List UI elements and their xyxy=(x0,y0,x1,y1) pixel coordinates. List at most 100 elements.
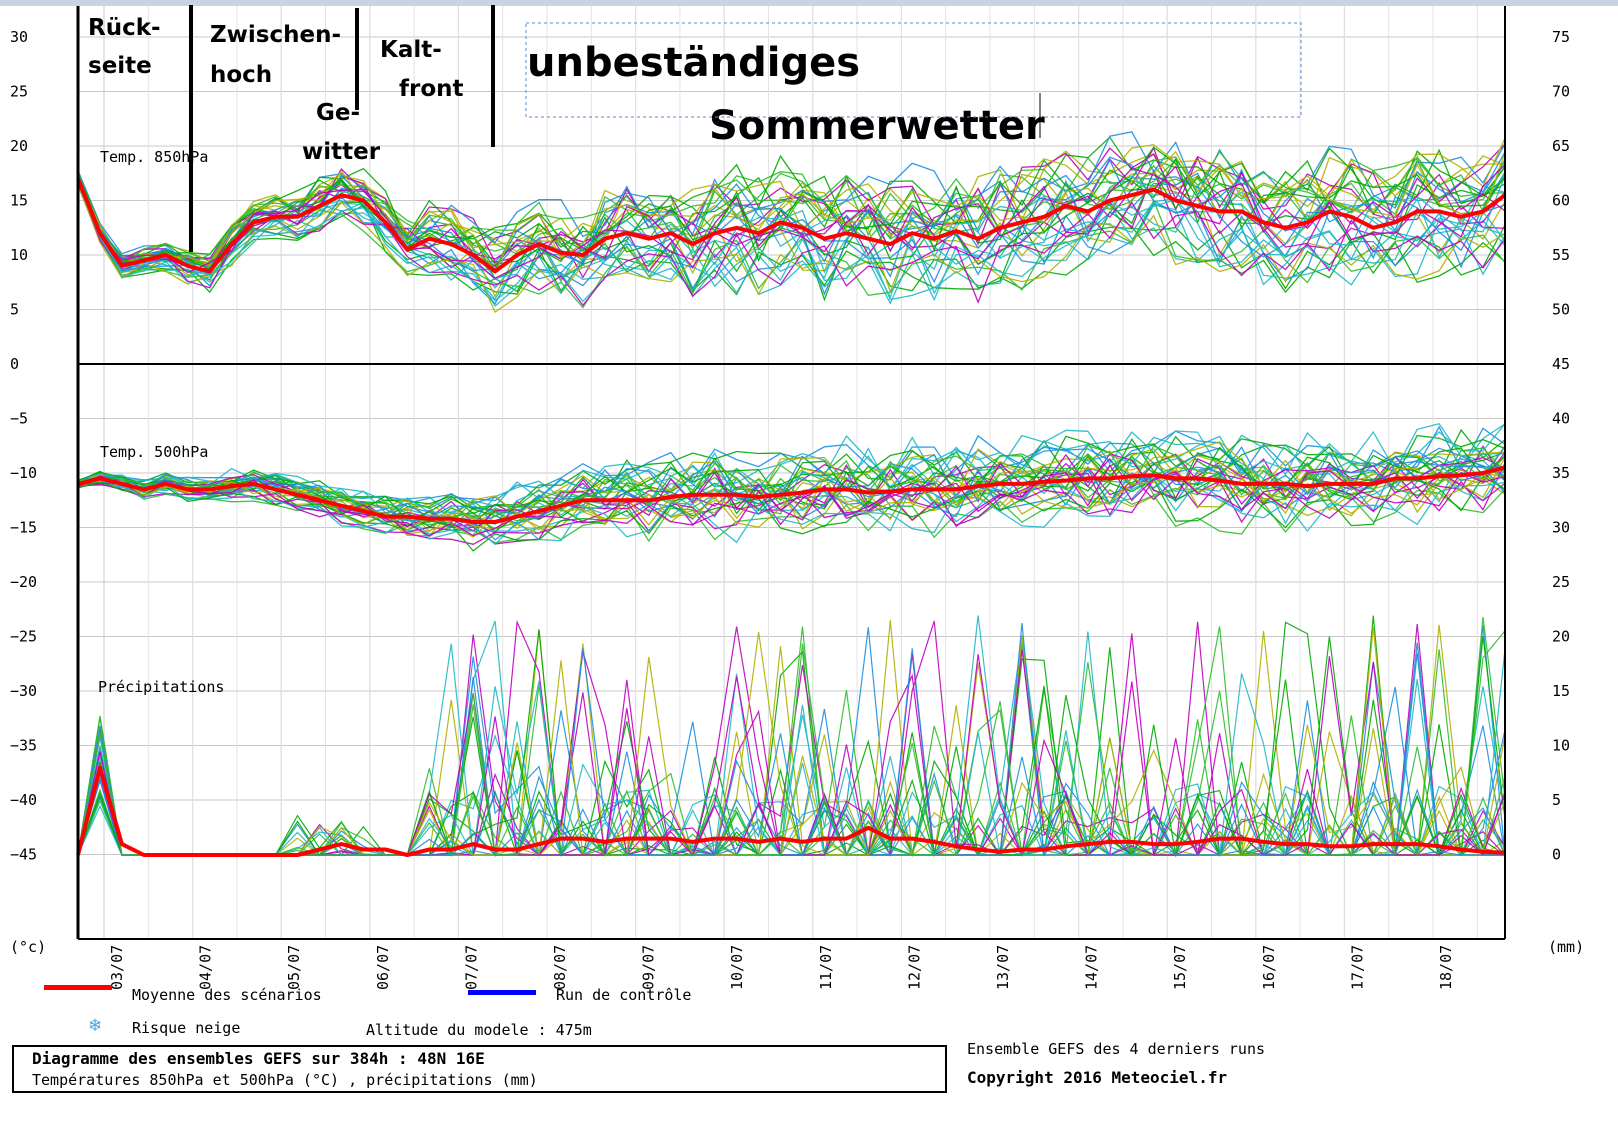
mean-t500-line xyxy=(77,465,1506,524)
date-tick-label: 03/07 xyxy=(108,945,126,990)
legend-snow-label: Risque neige xyxy=(132,1019,241,1037)
date-tick-label: 09/07 xyxy=(640,945,658,990)
t850-member-line xyxy=(77,155,1506,271)
left-tick-label: 10 xyxy=(10,246,28,264)
legend-control-swatch xyxy=(468,990,536,995)
chart-title: Diagramme des ensembles GEFS sur 384h : … xyxy=(32,1049,485,1068)
left-tick-label: −25 xyxy=(10,628,37,646)
right-tick-label: 25 xyxy=(1552,573,1570,591)
annotations: Rück- seite Zwischen- hoch Ge- witter Ka… xyxy=(88,5,1302,252)
date-tick-label: 06/07 xyxy=(374,945,392,990)
mean-precip-line xyxy=(76,765,1506,857)
annotation-witter: witter xyxy=(302,139,381,165)
date-tick-label: 14/07 xyxy=(1083,945,1101,990)
t500-member-line xyxy=(77,423,1506,515)
right-tick-label: 60 xyxy=(1552,192,1570,210)
t850-member-line xyxy=(77,171,1506,279)
left-tick-label: −15 xyxy=(10,519,37,537)
right-tick-label: 15 xyxy=(1552,682,1570,700)
date-tick-label: 11/07 xyxy=(817,945,835,990)
right-tick-label: 50 xyxy=(1552,301,1570,319)
left-tick-label: 25 xyxy=(10,83,28,101)
left-tick-label: 0 xyxy=(10,355,19,373)
annotation-ge: Ge- xyxy=(316,100,360,126)
axes xyxy=(76,6,1506,940)
t500-member-line xyxy=(77,477,1506,546)
date-tick-label: 16/07 xyxy=(1260,945,1278,990)
left-tick-label: −10 xyxy=(10,464,37,482)
right-tick-label: 70 xyxy=(1552,83,1570,101)
panel-label-t850: Temp. 850hPa xyxy=(100,148,208,166)
legend-mean-label: Moyenne des scénarios xyxy=(132,986,322,1004)
left-tick-label: −40 xyxy=(10,791,37,809)
left-tick-label: −20 xyxy=(10,573,37,591)
t850-member-line xyxy=(77,183,1506,302)
t500-member-line xyxy=(77,441,1506,521)
left-tick-label: −30 xyxy=(10,682,37,700)
right-tick-label: 30 xyxy=(1552,519,1570,537)
panel-label-precip: Précipitations xyxy=(98,678,224,696)
right-tick-label: 55 xyxy=(1552,246,1570,264)
right-tick-label: 5 xyxy=(1552,791,1561,809)
annotation-hoch: hoch xyxy=(210,62,272,88)
annotation-seite: seite xyxy=(88,53,152,79)
right-tick-label: 75 xyxy=(1552,28,1570,46)
t850-member-line xyxy=(77,184,1506,303)
t850-member-line xyxy=(77,156,1506,267)
annotation-unbestaendiges: unbeständiges xyxy=(527,40,860,86)
annotation-front: front xyxy=(399,76,464,102)
precip-member-line xyxy=(77,620,1506,857)
date-tick-label: 17/07 xyxy=(1348,945,1366,990)
right-tick-label: 10 xyxy=(1552,737,1570,755)
t850-member-line xyxy=(77,179,1506,307)
right-tick-label: 0 xyxy=(1552,846,1561,864)
date-tick-label: 18/07 xyxy=(1437,945,1455,990)
left-tick-label: −35 xyxy=(10,737,37,755)
ensemble-note: Ensemble GEFS des 4 derniers runs xyxy=(967,1040,1266,1058)
right-unit-label: (mm) xyxy=(1548,938,1584,956)
t500-member-line xyxy=(77,444,1506,524)
date-tick-label: 05/07 xyxy=(285,945,303,990)
legend-control-label: Run de contrôle xyxy=(556,986,692,1004)
t850-member-line xyxy=(77,137,1506,268)
copyright: Copyright 2016 Meteociel.fr xyxy=(967,1068,1228,1087)
annotation-zwischen: Zwischen- xyxy=(210,22,341,48)
right-tick-label: 35 xyxy=(1552,464,1570,482)
date-tick-label: 07/07 xyxy=(462,945,480,990)
right-tick-label: 20 xyxy=(1552,628,1570,646)
snowflake-icon: ❄ xyxy=(88,1016,103,1036)
chart-info-box: Diagramme des ensembles GEFS sur 384h : … xyxy=(12,1045,947,1093)
ensemble-means xyxy=(76,177,1507,857)
date-tick-label: 13/07 xyxy=(994,945,1012,990)
left-tick-label: 30 xyxy=(10,28,28,46)
mean-t850-line xyxy=(76,177,1507,274)
right-tick-label: 45 xyxy=(1552,355,1570,373)
t850-member-line xyxy=(77,146,1506,262)
left-tick-label: −45 xyxy=(10,846,37,864)
t500-member-line xyxy=(77,462,1506,545)
t850-member-line xyxy=(77,164,1506,279)
annotation-sommerwetter: Sommerwetter xyxy=(709,103,1045,149)
left-tick-label: 15 xyxy=(10,192,28,210)
left-tick-label: 20 xyxy=(10,137,28,155)
date-tick-label: 08/07 xyxy=(551,945,569,990)
top-bar xyxy=(0,0,1618,6)
legend-mean-swatch xyxy=(44,985,112,990)
date-tick-label: 04/07 xyxy=(197,945,215,990)
date-tick-label: 15/07 xyxy=(1171,945,1189,990)
date-tick-label: 10/07 xyxy=(728,945,746,990)
right-tick-label: 65 xyxy=(1552,137,1570,155)
precip-member-line xyxy=(77,626,1506,858)
right-tick-label: 40 xyxy=(1552,410,1570,428)
date-tick-label: 12/07 xyxy=(905,945,923,990)
left-tick-label: 5 xyxy=(10,301,19,319)
left-tick-label: −5 xyxy=(10,410,28,428)
chart-subtitle: Températures 850hPa et 500hPa (°C) , pré… xyxy=(32,1071,538,1089)
textbox-selection[interactable] xyxy=(525,22,1302,118)
annotation-kalt: Kalt- xyxy=(380,37,442,63)
panel-label-t500: Temp. 500hPa xyxy=(100,443,208,461)
left-unit-label: (°c) xyxy=(10,938,46,956)
